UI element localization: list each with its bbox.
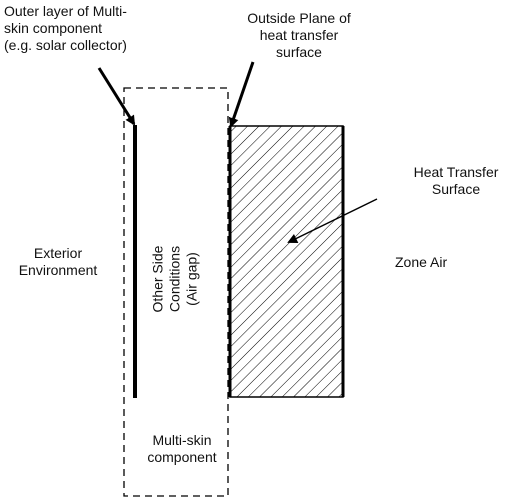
outside-plane-arrow (228, 61, 255, 128)
zone-air-label: Zone Air (395, 254, 448, 270)
outside-plane-label-line-2: heat transfer (259, 27, 339, 43)
multi-skin-boundary (123, 87, 229, 497)
multi-skin-component-label-line-1: Multi-skin (152, 432, 212, 448)
other-side-conditions-label-line-2: Conditions (166, 245, 183, 313)
heat-transfer-arrow (287, 198, 378, 243)
outer-layer-label-line-1: Outer layer of Multi- (4, 3, 127, 19)
other-side-conditions-label: Other Side Conditions (Air gap) (150, 246, 201, 313)
outside-plane-label-line-1: Outside Plane of (247, 10, 351, 26)
outer-layer-label: Outer layer of Multi- skin component (e.… (4, 3, 127, 54)
other-side-conditions-label-line-1: Other Side (149, 245, 166, 313)
multi-skin-component-label: Multi-skin component (134, 432, 230, 466)
outside-plane-label: Outside Plane of heat transfer surface (226, 10, 372, 61)
heat-transfer-surface-wall (229, 125, 344, 398)
exterior-environment-label-line-1: Exterior (33, 245, 83, 261)
outer-layer-arrow (97, 67, 136, 126)
heat-transfer-surface-label: Heat Transfer Surface (401, 164, 511, 198)
outer-layer-label-line-2: skin component (4, 20, 103, 36)
exterior-environment-label: Exterior Environment (8, 245, 108, 279)
exterior-environment-label-line-2: Environment (18, 262, 98, 278)
multi-skin-component-label-line-2: component (147, 449, 217, 465)
other-side-conditions-label-line-3: (Air gap) (183, 252, 200, 306)
outside-plane-label-line-3: surface (276, 44, 322, 60)
heat-transfer-surface-label-line-1: Heat Transfer (413, 164, 499, 180)
outer-layer-label-line-3: (e.g. solar collector) (4, 37, 127, 53)
heat-transfer-surface-label-line-2: Surface (431, 181, 481, 197)
